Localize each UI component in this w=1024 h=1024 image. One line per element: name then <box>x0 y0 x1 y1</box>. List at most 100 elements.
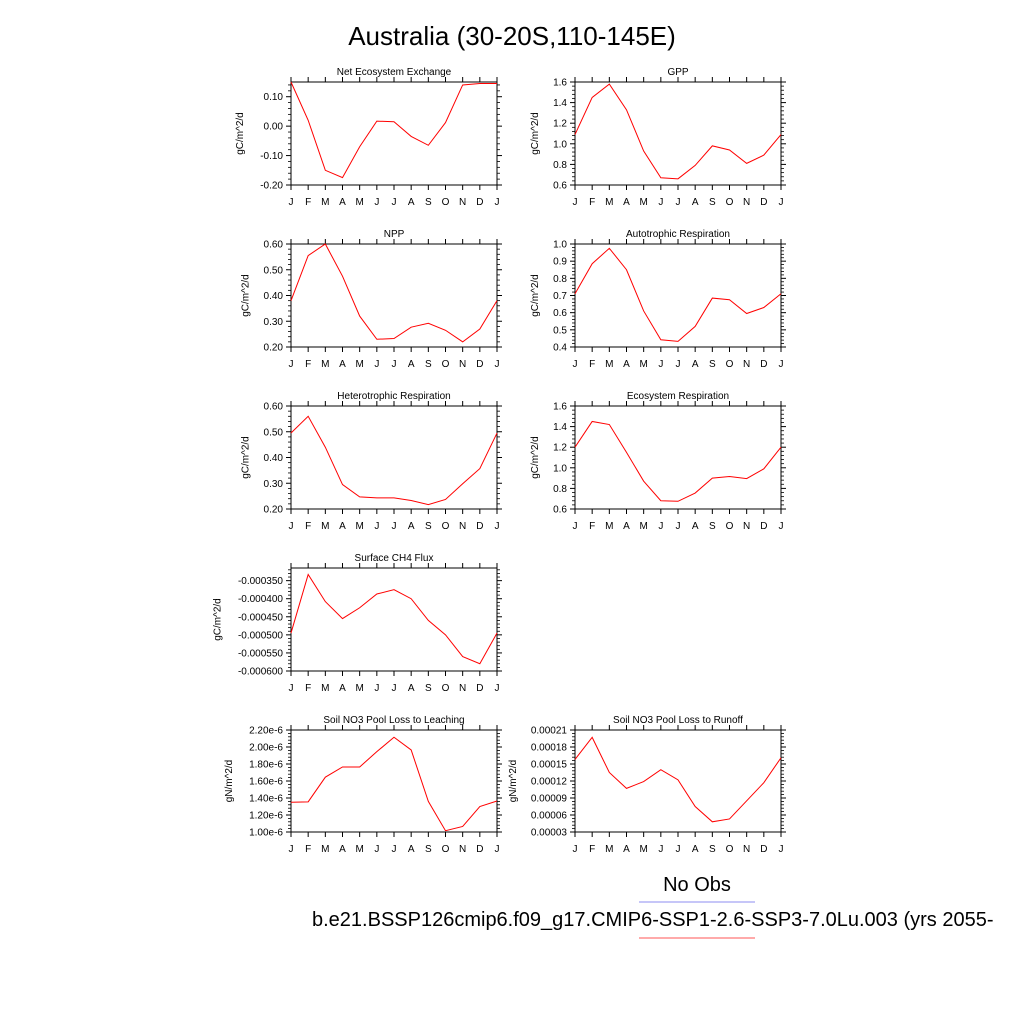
y-axis-label: gC/m^2/d <box>241 436 252 479</box>
y-tick-label: 0.4 <box>553 343 567 354</box>
x-tick-label: O <box>442 359 450 370</box>
y-tick-label: 0.30 <box>264 317 284 328</box>
y-tick-label: -0.000600 <box>238 667 283 678</box>
chart-panel: Ecosystem Respiration 0.6 0.8 1.0 1.2 1.4 1.6 J… <box>530 391 786 532</box>
x-tick-label: O <box>726 521 734 532</box>
x-tick-label: F <box>305 197 311 208</box>
x-tick-label: N <box>459 359 466 370</box>
x-tick-label: A <box>339 359 346 370</box>
y-tick-label: 1.2 <box>553 443 567 454</box>
y-axis-label: gC/m^2/d <box>530 436 541 479</box>
x-tick-label: M <box>605 521 613 532</box>
chart-panel: Soil NO3 Pool Loss to Runoff 0.00003 0.000… <box>508 715 786 855</box>
panel-title: NPP <box>384 229 405 240</box>
panel-title: Surface CH4 Flux <box>355 553 434 564</box>
y-tick-label: 0.00015 <box>531 760 568 771</box>
y-axis-label: gN/m^2/d <box>224 760 235 803</box>
y-tick-label: 0.8 <box>553 274 567 285</box>
y-tick-label: -0.000400 <box>238 594 283 605</box>
x-tick-label: S <box>709 359 716 370</box>
x-tick-label: J <box>676 521 681 532</box>
x-tick-label: J <box>289 844 294 855</box>
plot-frame <box>574 81 782 186</box>
y-tick-label: 0.50 <box>264 265 284 276</box>
x-tick-label: S <box>709 521 716 532</box>
x-tick-label: D <box>476 683 483 694</box>
y-tick-label: 1.80e-6 <box>249 760 283 771</box>
y-axis-label: gC/m^2/d <box>241 274 252 317</box>
x-tick-label: J <box>374 359 379 370</box>
x-tick-label: F <box>589 521 595 532</box>
x-tick-label: N <box>459 197 466 208</box>
y-tick-label: -0.000450 <box>238 612 283 623</box>
x-tick-label: A <box>692 197 699 208</box>
x-tick-label: A <box>339 683 346 694</box>
plot-frame <box>290 405 498 510</box>
y-tick-label: 2.20e-6 <box>249 726 283 737</box>
legend-model-label: b.e21.BSSP126cmip6.f09_g17.CMIP6-SSP1-2.… <box>312 909 994 931</box>
panel-title: GPP <box>667 67 688 78</box>
x-tick-label: M <box>605 197 613 208</box>
series-line <box>574 736 782 823</box>
x-tick-label: D <box>476 359 483 370</box>
legend-obs-label: No Obs <box>663 874 731 896</box>
series-line <box>290 736 498 832</box>
x-tick-label: A <box>408 844 415 855</box>
x-tick-label: O <box>442 683 450 694</box>
y-tick-label: 1.20e-6 <box>249 811 283 822</box>
panel-title: Net Ecosystem Exchange <box>337 67 452 78</box>
x-tick-label: J <box>495 359 500 370</box>
x-tick-label: J <box>779 359 784 370</box>
y-tick-label: 0.00006 <box>531 811 568 822</box>
x-tick-label: O <box>726 359 734 370</box>
x-tick-label: F <box>305 359 311 370</box>
y-tick-label: 0.6 <box>553 308 567 319</box>
y-tick-label: 1.6 <box>553 402 567 413</box>
series-line <box>290 81 497 179</box>
y-tick-label: 0.30 <box>264 479 284 490</box>
x-tick-label: J <box>289 683 294 694</box>
x-tick-label: J <box>392 683 397 694</box>
x-tick-label: M <box>639 359 647 370</box>
y-tick-label: 0.00012 <box>531 777 568 788</box>
x-tick-label: F <box>589 197 595 208</box>
series-line <box>290 243 498 343</box>
y-tick-label: 1.2 <box>553 119 567 130</box>
y-tick-label: 0.7 <box>553 291 567 302</box>
x-tick-label: S <box>425 521 432 532</box>
x-tick-label: J <box>374 197 379 208</box>
x-tick-label: N <box>459 683 466 694</box>
x-tick-label: M <box>605 359 613 370</box>
x-tick-label: A <box>623 359 630 370</box>
x-tick-label: M <box>639 521 647 532</box>
y-tick-label: 1.6 <box>553 78 567 89</box>
x-tick-label: J <box>676 197 681 208</box>
y-tick-label: 0.40 <box>264 453 284 464</box>
x-tick-label: J <box>573 197 578 208</box>
y-axis-label: gC/m^2/d <box>235 112 246 155</box>
x-tick-label: J <box>289 197 294 208</box>
x-tick-label: J <box>392 197 397 208</box>
x-tick-label: O <box>442 521 450 532</box>
x-tick-label: S <box>709 844 716 855</box>
plot-frame <box>290 729 498 833</box>
x-tick-label: M <box>355 359 363 370</box>
x-tick-label: F <box>305 683 311 694</box>
x-tick-label: M <box>321 521 329 532</box>
x-tick-label: A <box>692 844 699 855</box>
x-tick-label: O <box>442 844 450 855</box>
x-tick-label: J <box>374 521 379 532</box>
y-tick-label: 0.5 <box>553 325 567 336</box>
x-tick-label: A <box>623 197 630 208</box>
y-tick-label: 0.20 <box>264 505 284 516</box>
x-tick-label: J <box>658 521 663 532</box>
x-tick-label: A <box>408 359 415 370</box>
figure-title: Australia (30-20S,110-145E) <box>348 21 676 51</box>
y-tick-label: 1.4 <box>553 422 567 433</box>
y-axis-label: gC/m^2/d <box>530 112 541 155</box>
y-tick-label: 1.00e-6 <box>249 828 283 839</box>
x-tick-label: N <box>743 844 750 855</box>
